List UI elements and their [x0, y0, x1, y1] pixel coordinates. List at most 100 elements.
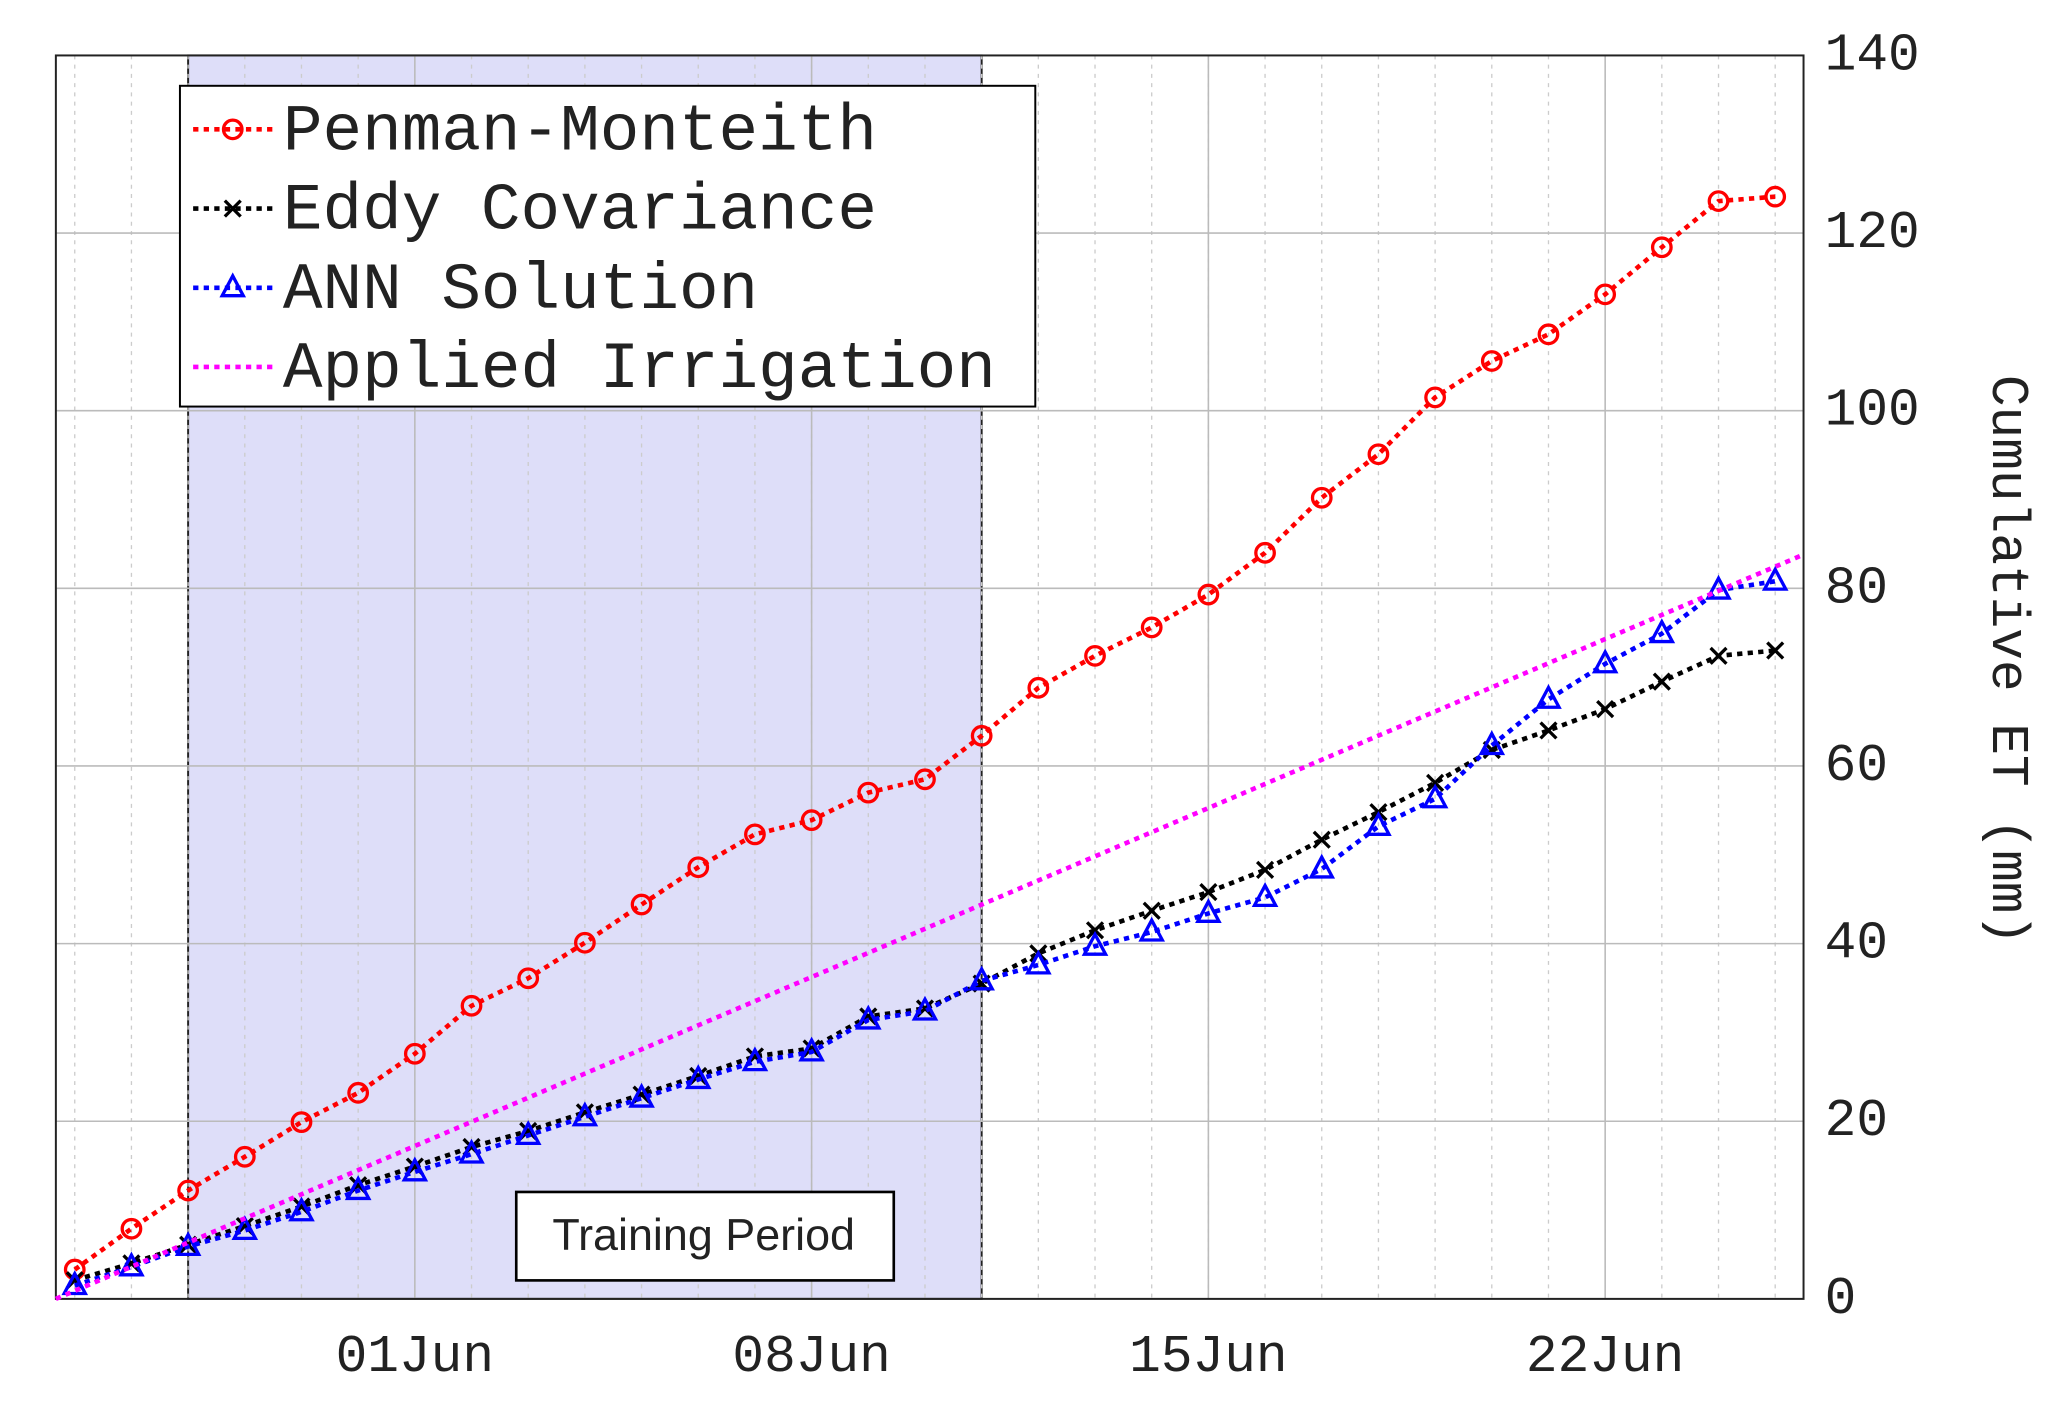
- marker: [1365, 810, 1392, 836]
- marker: [344, 1175, 372, 1201]
- marker: [1709, 646, 1728, 665]
- marker: [970, 724, 993, 747]
- marker: [1027, 676, 1050, 699]
- marker: [1424, 386, 1447, 409]
- marker: [1255, 860, 1275, 879]
- marker: [517, 967, 540, 990]
- marker: [120, 1217, 143, 1240]
- marker: [1084, 644, 1106, 667]
- marker: [1596, 700, 1615, 719]
- y-tick-label: 60: [1825, 736, 1888, 796]
- series-line: [74, 578, 1776, 1288]
- y-tick-label: 80: [1825, 558, 1888, 618]
- marker: [630, 893, 653, 916]
- y-tick-label: 40: [1825, 914, 1888, 974]
- marker: [914, 768, 936, 791]
- marker: [1426, 773, 1445, 792]
- plot-frame: [54, 54, 1805, 1300]
- marker: [1594, 283, 1617, 306]
- marker: [1705, 574, 1732, 600]
- marker: [233, 1145, 256, 1168]
- marker: [1254, 541, 1276, 564]
- marker: [798, 1036, 825, 1062]
- region-label-box: [514, 1190, 896, 1282]
- marker: [968, 965, 995, 991]
- x-tick-label: 08Jun: [732, 1327, 890, 1387]
- marker: [1766, 641, 1785, 660]
- marker: [514, 1120, 542, 1146]
- marker: [219, 272, 247, 298]
- marker: [1764, 185, 1787, 208]
- marker: [1761, 565, 1789, 591]
- marker: [1308, 853, 1336, 879]
- marker: [571, 1101, 599, 1127]
- marker: [800, 809, 823, 832]
- x-tick-label: 15Jun: [1129, 1327, 1287, 1387]
- legend-label: Applied Irrigation: [283, 332, 996, 407]
- marker: [177, 1179, 200, 1202]
- marker: [1421, 783, 1449, 809]
- marker: [221, 118, 244, 141]
- marker: [403, 1042, 426, 1065]
- marker: [687, 856, 710, 879]
- y-tick-label: 0: [1825, 1269, 1857, 1329]
- marker: [1478, 730, 1506, 756]
- marker: [1025, 949, 1052, 975]
- region-label: Training Period: [552, 1209, 855, 1260]
- marker: [458, 1138, 485, 1164]
- marker: [1480, 350, 1503, 372]
- marker: [1199, 883, 1218, 902]
- marker: [223, 199, 242, 218]
- y-tick-label: 140: [1825, 25, 1920, 85]
- marker: [288, 1196, 315, 1222]
- marker: [628, 1082, 655, 1108]
- marker: [573, 931, 596, 954]
- marker: [1591, 648, 1619, 674]
- legend-box: [178, 84, 1037, 408]
- y-tick-label: 20: [1825, 1091, 1888, 1151]
- marker: [744, 823, 766, 846]
- marker: [1539, 721, 1558, 740]
- marker: [1195, 898, 1222, 923]
- legend-label: Eddy Covariance: [283, 174, 877, 249]
- y-axis-label: Cumulative ET (mm): [1977, 375, 2037, 945]
- marker: [347, 1081, 370, 1104]
- marker: [1138, 916, 1166, 942]
- marker: [1197, 583, 1220, 606]
- marker: [1650, 236, 1673, 259]
- marker: [1081, 930, 1109, 956]
- marker: [1648, 618, 1676, 644]
- marker: [1312, 830, 1331, 849]
- marker: [911, 995, 939, 1021]
- marker: [854, 1004, 882, 1030]
- marker: [401, 1156, 429, 1182]
- marker: [1707, 190, 1730, 212]
- x-tick-label: 01Jun: [336, 1327, 494, 1387]
- marker: [1535, 683, 1562, 709]
- x-tick-label: 22Jun: [1526, 1327, 1684, 1387]
- y-tick-label: 100: [1825, 381, 1920, 441]
- marker: [1140, 616, 1163, 639]
- marker: [1251, 882, 1279, 907]
- marker: [61, 1270, 89, 1296]
- marker: [1310, 486, 1333, 509]
- marker: [231, 1215, 259, 1241]
- marker: [741, 1046, 769, 1072]
- y-tick-label: 120: [1825, 203, 1920, 263]
- marker: [1142, 901, 1161, 920]
- marker: [290, 1111, 313, 1134]
- marker: [859, 1007, 878, 1026]
- marker: [1367, 443, 1390, 466]
- marker: [684, 1064, 712, 1090]
- marker: [689, 1066, 708, 1086]
- marker: [1652, 672, 1671, 691]
- marker: [857, 781, 880, 804]
- legend-label: ANN Solution: [283, 253, 758, 328]
- legend-label: Penman-Monteith: [283, 94, 877, 169]
- marker: [802, 1039, 821, 1058]
- marker: [460, 994, 483, 1017]
- marker: [1085, 921, 1105, 940]
- marker: [1537, 323, 1560, 346]
